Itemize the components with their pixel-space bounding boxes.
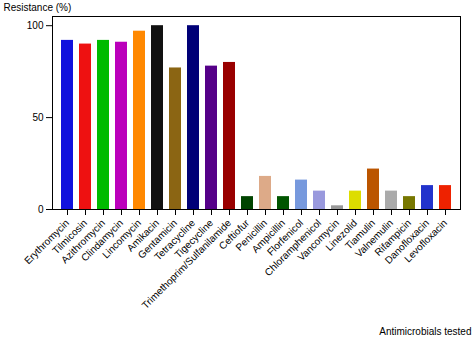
svg-text:Resistance (%): Resistance (%) bbox=[4, 2, 72, 13]
svg-text:Amikacin: Amikacin bbox=[124, 217, 162, 254]
svg-text:Erythromycin: Erythromycin bbox=[22, 217, 72, 267]
svg-text:Tilmicosin: Tilmicosin bbox=[50, 217, 90, 257]
svg-text:Ampicillin: Ampicillin bbox=[249, 217, 288, 255]
svg-text:Lincomycin: Lincomycin bbox=[100, 217, 144, 261]
svg-text:0: 0 bbox=[38, 204, 44, 215]
svg-text:Tiamulin: Tiamulin bbox=[342, 217, 378, 252]
svg-text:Tetracycline: Tetracycline bbox=[152, 217, 198, 263]
svg-text:Gentamicin: Gentamicin bbox=[135, 217, 180, 261]
svg-text:Chloramphenicol: Chloramphenicol bbox=[262, 217, 324, 279]
svg-text:Clindamycin: Clindamycin bbox=[78, 217, 126, 264]
svg-text:100: 100 bbox=[27, 20, 44, 31]
svg-text:Linezolid: Linezolid bbox=[323, 217, 360, 253]
svg-text:Tigecycline: Tigecycline bbox=[172, 217, 216, 261]
svg-text:Ceftiofur: Ceftiofur bbox=[216, 217, 252, 252]
svg-text:Penicillin: Penicillin bbox=[233, 217, 270, 253]
svg-text:Valnemulin: Valnemulin bbox=[352, 217, 396, 260]
svg-text:Antimicrobials tested: Antimicrobials tested bbox=[379, 326, 471, 337]
svg-text:Levofloxacin: Levofloxacin bbox=[402, 217, 449, 264]
svg-text:Vancomycin: Vancomycin bbox=[295, 217, 342, 263]
svg-text:Rifampicin: Rifampicin bbox=[372, 217, 414, 258]
svg-text:Danofloxacin: Danofloxacin bbox=[382, 217, 432, 266]
svg-text:Trimethoprim/Sulfanilamide: Trimethoprim/Sulfanilamide bbox=[140, 217, 234, 311]
svg-text:50: 50 bbox=[32, 112, 44, 123]
svg-text:Azithromycin: Azithromycin bbox=[58, 217, 108, 266]
svg-text:Florfenicol: Florfenicol bbox=[264, 217, 306, 258]
